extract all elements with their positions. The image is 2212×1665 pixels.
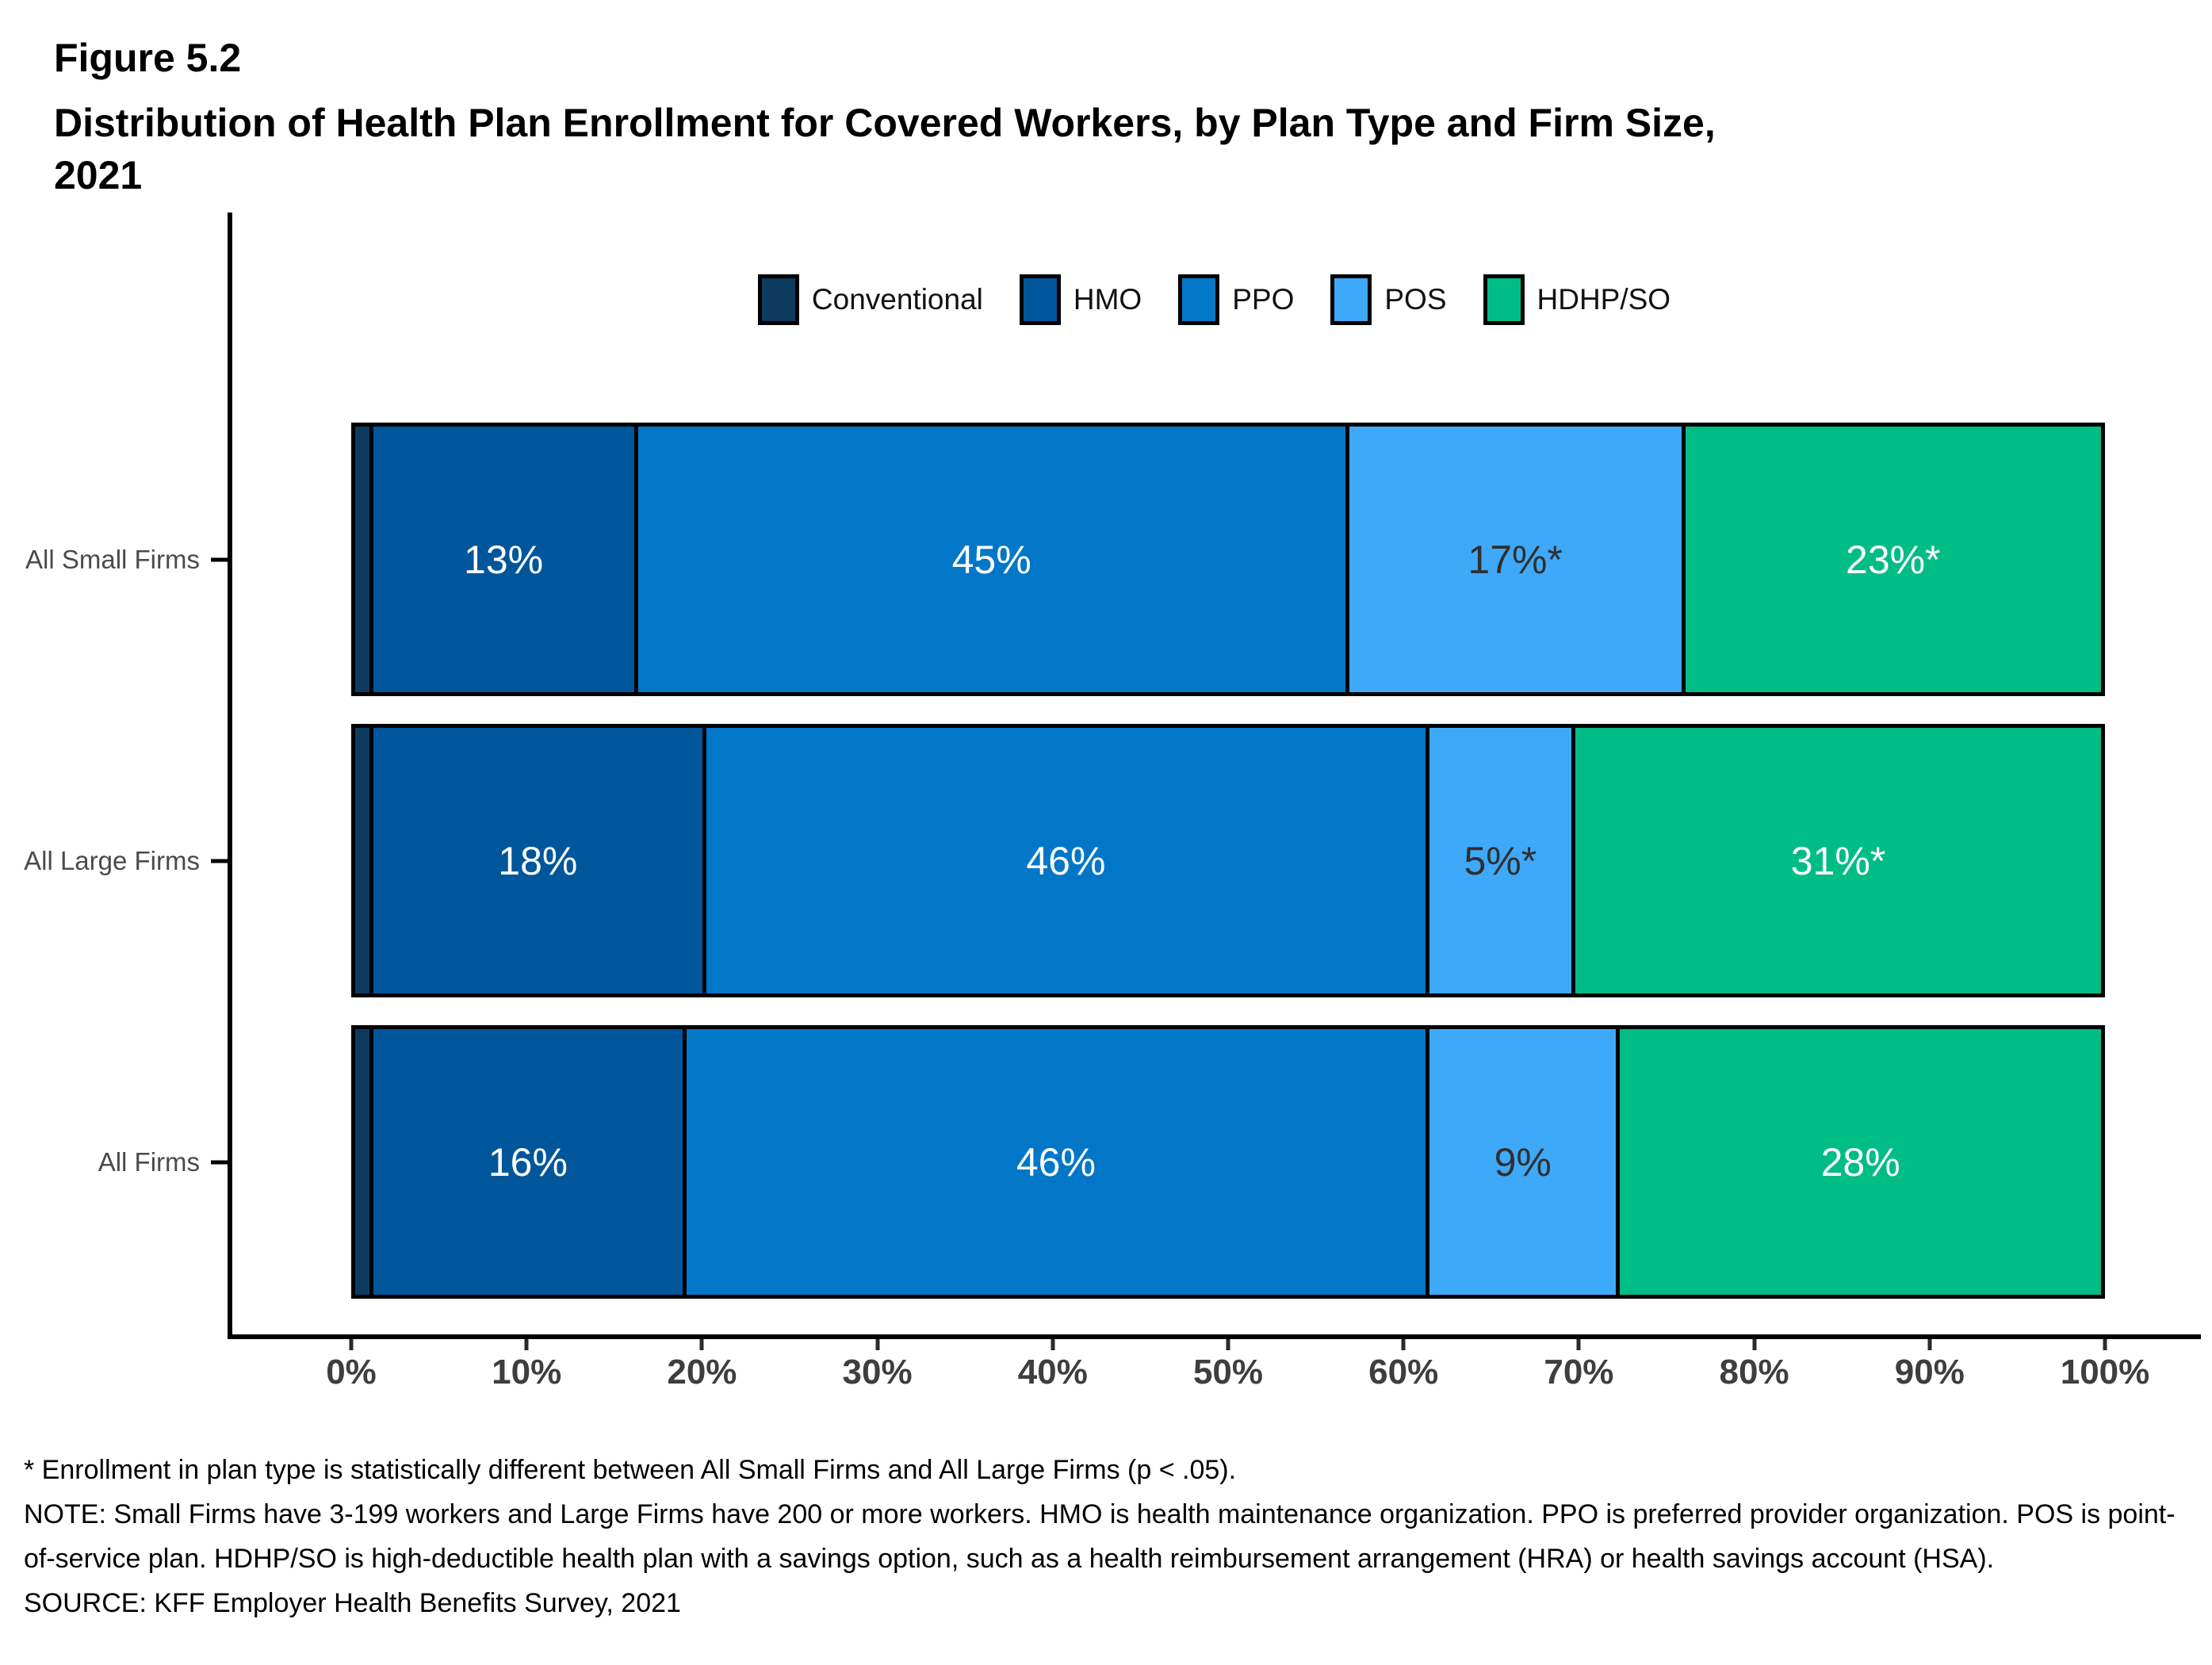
x-axis-tick-label-40: 40%: [1017, 1353, 1088, 1391]
segment-label-hmo-all-large-firms: 18%: [498, 838, 578, 883]
x-axis-tick-0: [349, 1339, 354, 1350]
segment-pos-all-firms: 9%: [1426, 1025, 1617, 1299]
footnote-source: SOURCE: KFF Employer Health Benefits Sur…: [24, 1588, 681, 1618]
y-axis-label-all-firms: All Firms: [98, 1146, 200, 1177]
segment-label-ppo-all-large-firms: 46%: [1026, 838, 1106, 883]
segment-label-hdhp-so-all-firms: 28%: [1820, 1139, 1900, 1185]
title-block: Figure 5.2 Distribution of Health Plan E…: [54, 35, 1716, 201]
legend-label-conventional: Conventional: [811, 283, 983, 316]
x-axis-tick-50: [1226, 1339, 1230, 1350]
x-axis-tick-90: [1927, 1339, 1932, 1350]
segment-ppo-all-large-firms: 46%: [702, 724, 1426, 997]
y-axis-tick-all-large-firms: [211, 859, 228, 863]
segment-pos-all-large-firms: 5%*: [1425, 724, 1572, 997]
x-axis-tick-label-80: 80%: [1719, 1353, 1789, 1391]
bar-row-all-large-firms: 18% 46% 5%* 31%*: [351, 724, 2105, 997]
x-axis-tick-label-30: 30%: [842, 1353, 913, 1391]
y-axis-tick-all-firms: [211, 1160, 228, 1164]
x-axis-tick-20: [699, 1339, 704, 1350]
segment-conventional-all-large-firms: [351, 724, 369, 997]
x-axis-tick-80: [1752, 1339, 1757, 1350]
y-axis-tick-all-small-firms: [211, 557, 228, 561]
legend-label-hdhp-so: HDHP/SO: [1537, 283, 1671, 316]
segment-label-pos-all-large-firms: 5%*: [1464, 838, 1537, 883]
bar-row-all-firms: 16% 46% 9% 28%: [351, 1025, 2105, 1299]
legend-swatch-hmo: [1019, 274, 1061, 325]
footnotes: * Enrollment in plan type is statistical…: [24, 1448, 2190, 1625]
legend-swatch-conventional: [757, 274, 799, 325]
chart-title-line-2: 2021: [54, 153, 143, 197]
legend-swatch-ppo: [1178, 274, 1220, 325]
x-axis-tick-label-50: 50%: [1192, 1353, 1264, 1391]
legend-swatch-pos: [1330, 274, 1372, 325]
legend-label-ppo: PPO: [1232, 283, 1295, 316]
footnote-asterisk: * Enrollment in plan type is statistical…: [24, 1455, 1237, 1485]
segment-label-hmo-all-small-firms: 13%: [464, 537, 544, 582]
legend-item-ppo: PPO: [1178, 274, 1294, 325]
x-axis-tick-100: [2103, 1339, 2107, 1350]
segment-conventional-all-small-firms: [351, 423, 369, 696]
legend-label-hmo: HMO: [1073, 283, 1142, 316]
bar-row-all-small-firms: 13% 45% 17%* 23%*: [351, 423, 2105, 696]
x-axis-tick-40: [1051, 1339, 1055, 1350]
segment-hdhp-so-all-large-firms: 31%*: [1571, 724, 2105, 997]
legend-swatch-hdhp-so: [1483, 274, 1525, 325]
segment-conventional-all-firms: [351, 1025, 370, 1299]
segment-hdhp-so-all-firms: 28%: [1616, 1025, 2105, 1299]
legend: Conventional HMO PPO POS HDHP/SO: [228, 274, 2201, 325]
segment-label-hmo-all-firms: 16%: [488, 1139, 568, 1185]
x-axis-tick-label-90: 90%: [1894, 1353, 1965, 1391]
x-axis-tick-label-10: 10%: [492, 1353, 562, 1391]
x-axis-line: [228, 1334, 2201, 1339]
segment-pos-all-small-firms: 17%*: [1345, 423, 1682, 696]
segment-hmo-all-small-firms: 13%: [369, 423, 634, 696]
segment-label-ppo-all-firms: 46%: [1016, 1139, 1096, 1185]
chart-title-line-1: Distribution of Health Plan Enrollment f…: [54, 101, 1716, 145]
segment-label-hdhp-so-all-large-firms: 31%*: [1790, 838, 1886, 883]
figure-number: Figure 5.2: [54, 36, 242, 80]
legend-label-pos: POS: [1384, 283, 1447, 316]
legend-item-hmo: HMO: [1019, 274, 1142, 325]
legend-item-conventional: Conventional: [757, 274, 983, 325]
x-axis-tick-70: [1576, 1339, 1581, 1350]
x-axis-tick-label-100: 100%: [2060, 1353, 2150, 1391]
x-axis-tick-10: [524, 1339, 529, 1350]
segment-label-ppo-all-small-firms: 45%: [951, 537, 1031, 582]
segment-ppo-all-small-firms: 45%: [633, 423, 1345, 696]
segment-hmo-all-firms: 16%: [369, 1025, 683, 1299]
x-axis-tick-label-70: 70%: [1544, 1353, 1614, 1391]
legend-item-hdhp-so: HDHP/SO: [1483, 274, 1671, 325]
x-axis-tick-label-0: 0%: [326, 1353, 377, 1391]
segment-label-pos-all-small-firms: 17%*: [1468, 537, 1563, 582]
y-axis-label-all-large-firms: All Large Firms: [24, 845, 200, 875]
x-axis-tick-60: [1401, 1339, 1406, 1350]
segment-hmo-all-large-firms: 18%: [369, 724, 703, 997]
x-axis-tick-label-60: 60%: [1368, 1353, 1439, 1391]
segment-hdhp-so-all-small-firms: 23%*: [1681, 423, 2105, 696]
legend-item-pos: POS: [1330, 274, 1447, 325]
x-axis-tick-30: [875, 1339, 880, 1350]
y-axis-line: [228, 212, 232, 1339]
x-axis-tick-label-20: 20%: [667, 1353, 737, 1391]
segment-label-hdhp-so-all-small-firms: 23%*: [1846, 537, 1941, 582]
y-axis-label-all-small-firms: All Small Firms: [25, 544, 200, 574]
footnote-note: NOTE: Small Firms have 3-199 workers and…: [24, 1499, 2176, 1574]
segment-ppo-all-firms: 46%: [682, 1025, 1426, 1299]
segment-label-pos-all-firms: 9%: [1494, 1139, 1552, 1185]
